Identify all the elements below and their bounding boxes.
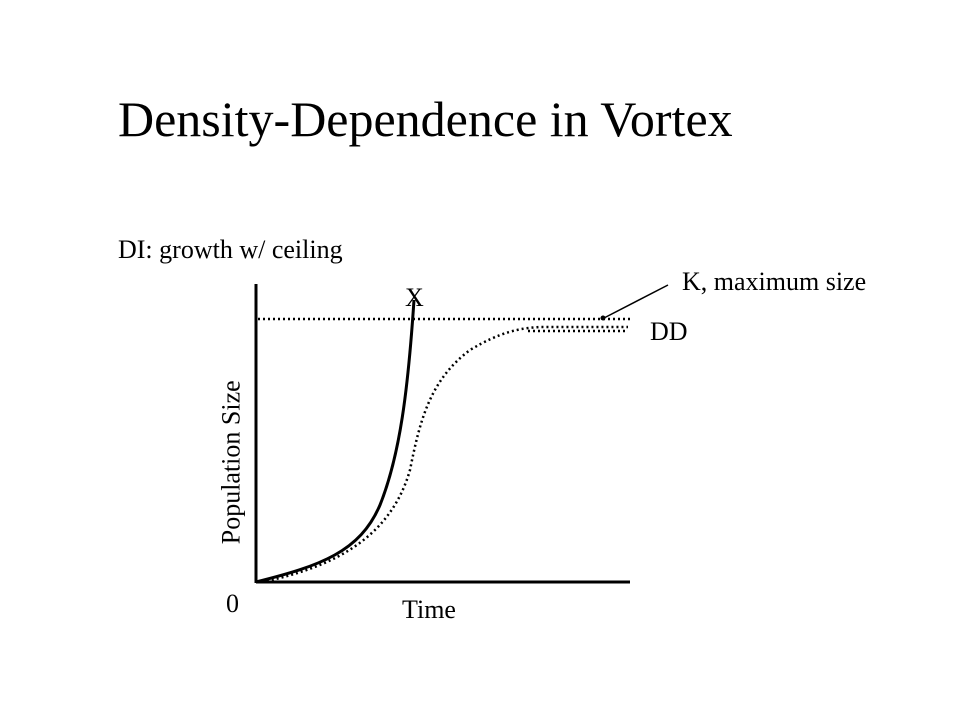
k-pointer-dot [600, 315, 606, 321]
di-curve-label: X [405, 283, 424, 312]
di-exponential-curve [255, 299, 416, 584]
di-subtitle: DI: growth w/ ceiling [118, 235, 343, 264]
dd-curve-label: DD [650, 317, 688, 346]
dd-logistic-curve [261, 325, 628, 584]
k-pointer-line [603, 284, 669, 319]
y-axis-label: Population Size [216, 380, 246, 545]
x-axis-label: Time [402, 595, 456, 624]
slide-title: Density-Dependence in Vortex [118, 91, 733, 147]
origin-label: 0 [226, 589, 239, 618]
carrying-capacity-label: K, maximum size [682, 267, 867, 296]
